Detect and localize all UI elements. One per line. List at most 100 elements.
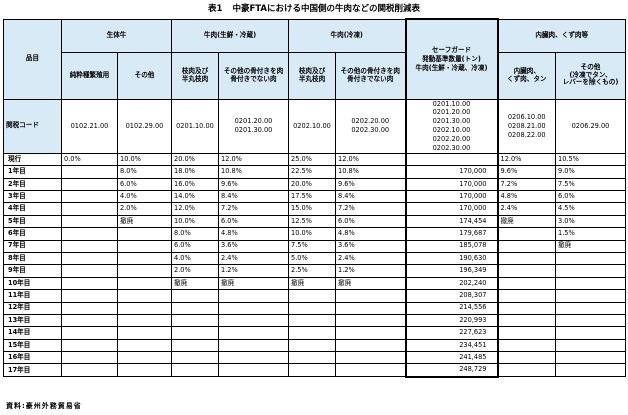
tariff-rate-cell bbox=[61, 351, 118, 365]
row-label: 14年目 bbox=[3, 326, 62, 340]
row-label: 1年目 bbox=[3, 165, 62, 179]
tariff-rate-cell bbox=[117, 301, 172, 315]
tariff-rate-cell: 8.4% bbox=[335, 189, 406, 204]
row-label: 5年目 bbox=[3, 214, 62, 229]
safeguard-quantity-cell: 202,240 bbox=[404, 276, 499, 291]
tariff-rate-cell: 撤廃 bbox=[497, 214, 556, 229]
tariff-rate-cell bbox=[61, 239, 118, 253]
tariff-rate-cell: 4.0% bbox=[117, 189, 172, 204]
table-row: 15年目 234,451 bbox=[3, 338, 626, 353]
tariff-rate-cell: 16.0% bbox=[171, 177, 219, 192]
tariff-rate-cell bbox=[497, 351, 556, 365]
tariff-rate-cell bbox=[288, 313, 336, 328]
tariff-rate-cell bbox=[61, 202, 118, 216]
tariff-rate-cell bbox=[335, 313, 406, 328]
tariff-rate-cell bbox=[61, 214, 118, 229]
safeguard-header-line: 牛肉(生鮮・冷蔵、冷凍) bbox=[415, 63, 488, 72]
tariff-rate-cell: 10.5% bbox=[555, 152, 626, 167]
tariff-rate-cell: 7.5% bbox=[288, 239, 336, 253]
tariff-rate-cell bbox=[555, 363, 626, 378]
tariff-rate-cell: 2.0% bbox=[171, 264, 219, 278]
tariff-code: 0201.10.00 bbox=[176, 121, 214, 130]
tariff-rate-cell: 7.2% bbox=[218, 202, 289, 216]
subheader-line: 骨付きでない肉 bbox=[347, 74, 394, 83]
tariff-code-cell: 0202.20.00 0202.30.00 bbox=[335, 98, 406, 154]
tariff-rate-cell bbox=[335, 289, 406, 303]
tariff-rate-cell: 4.5% bbox=[555, 202, 626, 216]
table-title: 表1 中豪FTAにおける中国側の牛肉などの関税削減表 bbox=[0, 3, 628, 15]
tariff-rate-cell bbox=[288, 289, 336, 303]
tariff-rate-cell bbox=[61, 189, 118, 204]
safeguard-quantity-cell: 234,451 bbox=[404, 338, 499, 353]
tariff-rate-cell: 撤廃 bbox=[335, 276, 406, 291]
tariff-rate-cell bbox=[61, 177, 118, 192]
tariff-rate-cell bbox=[497, 363, 556, 378]
row-label: 4年目 bbox=[3, 202, 62, 216]
tariff-rate-cell bbox=[555, 351, 626, 365]
row-label: 6年目 bbox=[3, 227, 62, 241]
tariff-rate-cell: 撤廃 bbox=[218, 276, 289, 291]
table-row: 14年目 227,623 bbox=[3, 326, 626, 340]
tariff-code: 0208.21.00 bbox=[507, 121, 546, 130]
tariff-rate-cell: 12.0% bbox=[497, 152, 556, 167]
tariff-rate-cell bbox=[497, 326, 556, 340]
row-label: 2年目 bbox=[3, 177, 62, 192]
safeguard-quantity-cell: 248,729 bbox=[404, 363, 499, 378]
tariff-rate-cell: 9.6% bbox=[335, 177, 406, 192]
tariff-rate-cell bbox=[218, 326, 289, 340]
tariff-rate-cell bbox=[335, 301, 406, 315]
tariff-rate-cell: 6.0% bbox=[117, 177, 172, 192]
row-label: 10年目 bbox=[3, 276, 62, 291]
tariff-rate-cell bbox=[117, 289, 172, 303]
tariff-rate-cell: 5.0% bbox=[288, 251, 336, 266]
safeguard-tariff-codes: 0201.10.00 0201.20.00 0201.30.00 0202.10… bbox=[404, 98, 499, 154]
beef-fresh-header: 牛肉(生鮮・冷蔵) bbox=[171, 18, 289, 53]
tariff-rate-cell: 4.8% bbox=[218, 227, 289, 241]
tariff-rate-cell: 2.0% bbox=[117, 202, 172, 216]
safeguard-quantity-cell: 174,454 bbox=[404, 214, 499, 229]
tariff-rate-cell: 2.5% bbox=[288, 264, 336, 278]
tariff-rate-cell bbox=[171, 338, 219, 353]
row-label: 17年目 bbox=[3, 363, 62, 378]
tariff-rate-cell: 22.5% bbox=[288, 165, 336, 179]
safeguard-quantity-cell: 196,349 bbox=[404, 264, 499, 278]
tariff-rate-cell: 10.8% bbox=[335, 165, 406, 179]
tariff-rate-cell bbox=[171, 313, 219, 328]
tariff-code-cell: 0102.21.00 bbox=[61, 98, 118, 154]
tariff-rate-cell: 18.0% bbox=[171, 165, 219, 179]
row-label: 13年目 bbox=[3, 313, 62, 328]
tariff-rate-cell bbox=[555, 251, 626, 266]
tariff-code-cell: 0102.29.00 bbox=[117, 98, 172, 154]
table-row: 5年目 撤廃 10.0% 6.0% 12.5% 6.0% 174,454 撤廃 3.0% bbox=[3, 214, 626, 229]
tariff-rate-cell bbox=[555, 289, 626, 303]
subheader-line: 半丸枝肉 bbox=[181, 74, 209, 83]
tariff-rate-cell bbox=[497, 276, 556, 291]
subheader-line: 内臓肉、 bbox=[513, 66, 540, 75]
tariff-rate-cell: 3.6% bbox=[335, 239, 406, 253]
tariff-rate-cell: 7.2% bbox=[497, 177, 556, 192]
table-row: 9年目 2.0% 1.2% 2.5% 1.2% 196,349 bbox=[3, 264, 626, 278]
table-row: 現行 0.0% 10.0% 20.0% 12.0% 25.0% 12.0% 12.0% 10.5… bbox=[3, 152, 626, 167]
safeguard-quantity-cell: 170,000 bbox=[404, 165, 499, 179]
table-row: 11年目 208,307 bbox=[3, 289, 626, 303]
safeguard-quantity-cell: 208,307 bbox=[404, 289, 499, 303]
tariff-rate-cell bbox=[335, 338, 406, 353]
tariff-rate-cell: 撤廃 bbox=[117, 214, 172, 229]
safeguard-quantity-cell: 190,630 bbox=[404, 251, 499, 266]
tariff-code-cell: 0206.29.00 bbox=[555, 98, 626, 154]
tariff-rate-cell bbox=[335, 363, 406, 378]
tariff-code: 0202.30.00 bbox=[351, 126, 390, 135]
tariff-rate-cell bbox=[555, 301, 626, 315]
tariff-rate-cell: 4.0% bbox=[171, 251, 219, 266]
tariff-rate-cell bbox=[218, 338, 289, 353]
whole-cattle-header: 生体牛 bbox=[61, 18, 172, 53]
row-label: 8年目 bbox=[3, 251, 62, 266]
tariff-code-row: 関税コード 0102.21.00 0102.29.00 0201.10.00 0… bbox=[3, 98, 626, 154]
tariff-rate-cell bbox=[61, 227, 118, 241]
tariff-rate-cell bbox=[218, 301, 289, 315]
safeguard-header-line: セーフガード bbox=[431, 46, 472, 55]
table-row: 4年目 2.0% 12.0% 7.2% 15.0% 7.2% 170,000 2.4% 4.5% bbox=[3, 202, 626, 216]
tariff-code-cell: 0202.10.00 bbox=[288, 98, 336, 154]
tariff-rate-cell: 15.0% bbox=[288, 202, 336, 216]
tariff-rate-cell bbox=[117, 326, 172, 340]
